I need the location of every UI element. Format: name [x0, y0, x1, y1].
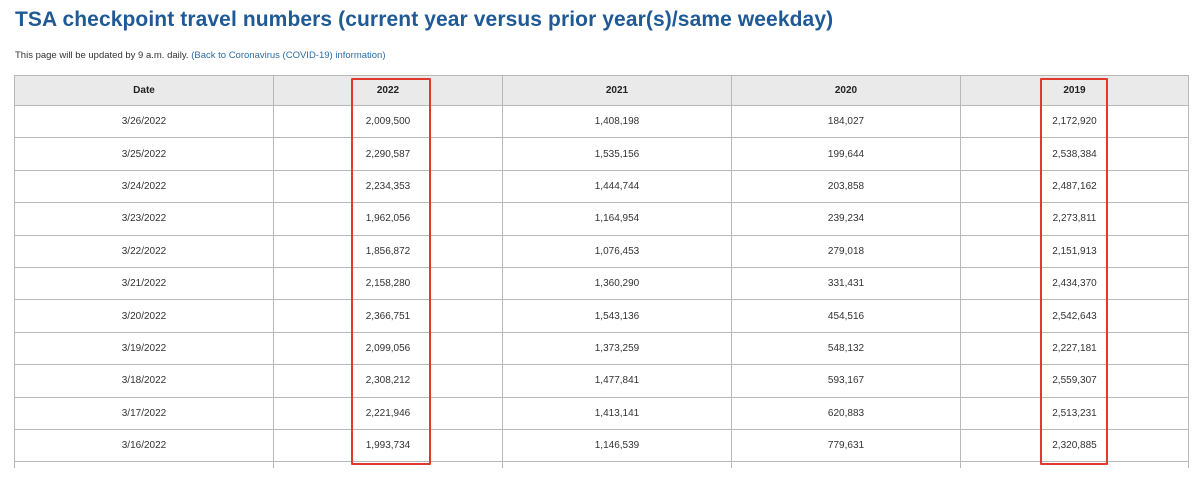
- cell-2020: 548,132: [731, 331, 961, 366]
- header-2020: 2020: [731, 75, 961, 106]
- page-title: TSA checkpoint travel numbers (current y…: [15, 8, 834, 31]
- table-cell-partial: [273, 461, 503, 469]
- cell-2019: 2,559,307: [960, 364, 1189, 398]
- cell-2022: 2,308,212: [273, 364, 503, 398]
- table-row: 3/16/2022 1,993,734 1,146,539 779,631 2,320,…: [14, 428, 1189, 463]
- cell-2020: 779,631: [731, 428, 961, 463]
- cell-date: 3/18/2022: [14, 364, 274, 398]
- cell-2020: 184,027: [731, 104, 961, 139]
- update-note: This page will be updated by 9 a.m. dail…: [15, 50, 189, 61]
- table-row-partial: [14, 461, 1189, 469]
- table-row: 3/22/2022 1,856,872 1,076,453 279,018 2,151,…: [14, 234, 1189, 268]
- cell-2022: 2,221,946: [273, 396, 503, 430]
- cell-date: 3/20/2022: [14, 299, 274, 333]
- cell-date: 3/17/2022: [14, 396, 274, 430]
- cell-2019: 2,273,811: [960, 202, 1189, 236]
- cell-2020: 620,883: [731, 396, 961, 430]
- cell-2022: 2,366,751: [273, 299, 503, 333]
- cell-2022: 1,993,734: [273, 428, 503, 463]
- cell-2021: 1,146,539: [502, 428, 732, 463]
- cell-date: 3/16/2022: [14, 428, 274, 463]
- cell-2022: 2,009,500: [273, 104, 503, 139]
- cell-date: 3/25/2022: [14, 137, 274, 171]
- cell-2021: 1,360,290: [502, 266, 732, 301]
- cell-2021: 1,477,841: [502, 364, 732, 398]
- cell-date: 3/19/2022: [14, 331, 274, 366]
- back-link-close-paren: ): [382, 50, 386, 61]
- cell-2020: 593,167: [731, 364, 961, 398]
- cell-2019: 2,320,885: [960, 428, 1189, 463]
- back-link-open-paren: (: [191, 50, 195, 61]
- table-header-row: Date 2022 2021 2020 2019: [14, 75, 1189, 106]
- cell-2020: 199,644: [731, 137, 961, 171]
- cell-2021: 1,444,744: [502, 169, 732, 204]
- page-subtitle: This page will be updated by 9 a.m. dail…: [15, 50, 386, 61]
- cell-date: 3/23/2022: [14, 202, 274, 236]
- cell-2020: 239,234: [731, 202, 961, 236]
- cell-2019: 2,172,920: [960, 104, 1189, 139]
- cell-2019: 2,151,913: [960, 234, 1189, 268]
- cell-2020: 279,018: [731, 234, 961, 268]
- cell-2022: 2,158,280: [273, 266, 503, 301]
- table-row: 3/24/2022 2,234,353 1,444,744 203,858 2,487,…: [14, 169, 1189, 204]
- cell-2021: 1,535,156: [502, 137, 732, 171]
- cell-2020: 331,431: [731, 266, 961, 301]
- table-row: 3/18/2022 2,308,212 1,477,841 593,167 2,559,…: [14, 364, 1189, 398]
- cell-2019: 2,513,231: [960, 396, 1189, 430]
- table-cell-partial: [960, 461, 1189, 469]
- table-row: 3/21/2022 2,158,280 1,360,290 331,431 2,434,…: [14, 266, 1189, 301]
- cell-2019: 2,227,181: [960, 331, 1189, 366]
- table-row: 3/19/2022 2,099,056 1,373,259 548,132 2,227,…: [14, 331, 1189, 366]
- back-to-covid-link[interactable]: (Back to Coronavirus (COVID-19) informat…: [191, 50, 385, 61]
- cell-2021: 1,076,453: [502, 234, 732, 268]
- cell-2022: 1,962,056: [273, 202, 503, 236]
- cell-2022: 2,099,056: [273, 331, 503, 366]
- table-cell-partial: [502, 461, 732, 469]
- table-body: 3/26/2022 2,009,500 1,408,198 184,027 2,172,…: [14, 104, 1189, 469]
- cell-2019: 2,538,384: [960, 137, 1189, 171]
- cell-2021: 1,413,141: [502, 396, 732, 430]
- travel-numbers-table: Date 2022 2021 2020 2019 3/26/2022 2,009,…: [14, 75, 1189, 469]
- table-row: 3/20/2022 2,366,751 1,543,136 454,516 2,542,…: [14, 299, 1189, 333]
- back-link-label: Back to Coronavirus (COVID-19) informati…: [194, 50, 383, 61]
- cell-2021: 1,373,259: [502, 331, 732, 366]
- cell-2022: 2,234,353: [273, 169, 503, 204]
- cell-2021: 1,164,954: [502, 202, 732, 236]
- cell-date: 3/22/2022: [14, 234, 274, 268]
- cell-2022: 2,290,587: [273, 137, 503, 171]
- table-row: 3/23/2022 1,962,056 1,164,954 239,234 2,273,…: [14, 202, 1189, 236]
- cell-2019: 2,487,162: [960, 169, 1189, 204]
- table-cell-partial: [731, 461, 961, 469]
- table-row: 3/25/2022 2,290,587 1,535,156 199,644 2,538,…: [14, 137, 1189, 171]
- table-row: 3/26/2022 2,009,500 1,408,198 184,027 2,172,…: [14, 104, 1189, 139]
- cell-2019: 2,434,370: [960, 266, 1189, 301]
- cell-2020: 203,858: [731, 169, 961, 204]
- header-2019: 2019: [960, 75, 1189, 106]
- header-2021: 2021: [502, 75, 732, 106]
- table-row: 3/17/2022 2,221,946 1,413,141 620,883 2,513,…: [14, 396, 1189, 430]
- cell-2021: 1,408,198: [502, 104, 732, 139]
- travel-numbers-table-wrapper: Date 2022 2021 2020 2019 3/26/2022 2,009,…: [14, 75, 1189, 469]
- table-cell-partial: [14, 461, 274, 469]
- cell-date: 3/21/2022: [14, 266, 274, 301]
- cell-date: 3/24/2022: [14, 169, 274, 204]
- cell-date: 3/26/2022: [14, 104, 274, 139]
- cell-2019: 2,542,643: [960, 299, 1189, 333]
- cell-2021: 1,543,136: [502, 299, 732, 333]
- header-2022: 2022: [273, 75, 503, 106]
- header-date: Date: [14, 75, 274, 106]
- cell-2022: 1,856,872: [273, 234, 503, 268]
- cell-2020: 454,516: [731, 299, 961, 333]
